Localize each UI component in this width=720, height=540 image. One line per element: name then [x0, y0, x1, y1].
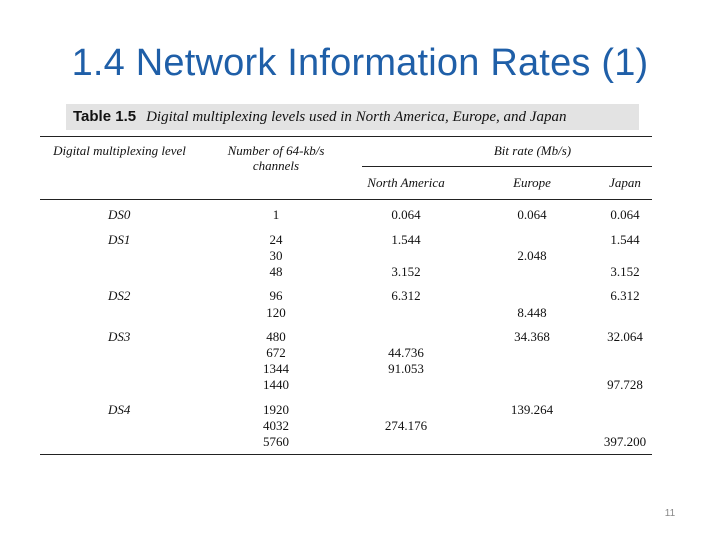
table-cell-channels: 24 [269, 232, 283, 247]
table-cell-channels: 1344 [263, 361, 289, 376]
table-cell-channels: 4032 [263, 418, 289, 433]
table-cell-level: DS4 [108, 402, 131, 417]
table-cell-japan: 397.200 [603, 434, 647, 449]
table-cell-europe: 8.448 [517, 305, 547, 320]
table-cell-level: DS0 [108, 207, 131, 222]
table-cell-channels: 1 [272, 207, 280, 222]
header-bitrate: Bit rate (Mb/s) [493, 143, 572, 158]
table-cell-north-america: 0.064 [391, 207, 421, 222]
header-japan: Japan [609, 175, 641, 190]
header-level: Digital multiplexing level [53, 143, 186, 158]
table-cell-japan: 32.064 [607, 329, 643, 344]
table-cell-japan: 6.312 [610, 288, 640, 303]
table-cell-level: DS1 [108, 232, 131, 247]
table-cell-north-america: 274.176 [384, 418, 428, 433]
table-cell-channels: 5760 [263, 434, 289, 449]
table-cell-channels: 96 [269, 288, 283, 303]
table-cell-level: DS2 [108, 288, 131, 303]
table-cell-channels: 48 [269, 264, 283, 279]
header-north-america: North America [367, 175, 445, 190]
table-cell-japan: 0.064 [610, 207, 640, 222]
slide-title: 1.4 Network Information Rates (1) [71, 42, 649, 84]
table-cell-europe: 2.048 [517, 248, 547, 263]
table-cell-channels: 30 [269, 248, 283, 263]
table-top-rule [40, 136, 652, 137]
table-cell-europe: 139.264 [510, 402, 554, 417]
table-caption: Table 1.5 Digital multiplexing levels use… [66, 104, 639, 130]
table-cell-japan: 97.728 [607, 377, 643, 392]
table-caption-text: Digital multiplexing levels used in Nort… [146, 109, 567, 125]
page-number: 11 [664, 508, 676, 519]
table-cell-north-america: 6.312 [391, 288, 421, 303]
table-cell-north-america: 91.053 [388, 361, 424, 376]
table-label: Table 1.5 [73, 108, 137, 125]
table-cell-japan: 1.544 [610, 232, 640, 247]
table-cell-channels: 120 [266, 305, 286, 320]
header-bottom-rule [40, 199, 652, 200]
bitrate-subheader-rule [362, 166, 652, 167]
header-europe: Europe [513, 175, 551, 190]
table-cell-north-america: 3.152 [391, 264, 421, 279]
table-cell-channels: 1920 [263, 402, 289, 417]
table-cell-north-america: 1.544 [391, 232, 421, 247]
table-cell-japan: 3.152 [610, 264, 640, 279]
table-cell-channels: 480 [266, 329, 286, 344]
table-cell-level: DS3 [108, 329, 131, 344]
table-cell-channels: 672 [266, 345, 286, 360]
table-cell-europe: 34.368 [514, 329, 550, 344]
header-channels: Number of 64-kb/s channels [227, 143, 325, 173]
table-cell-channels: 1440 [263, 377, 289, 392]
table-cell-europe: 0.064 [517, 207, 547, 222]
table-bottom-rule [40, 454, 652, 455]
table-cell-north-america: 44.736 [388, 345, 424, 360]
